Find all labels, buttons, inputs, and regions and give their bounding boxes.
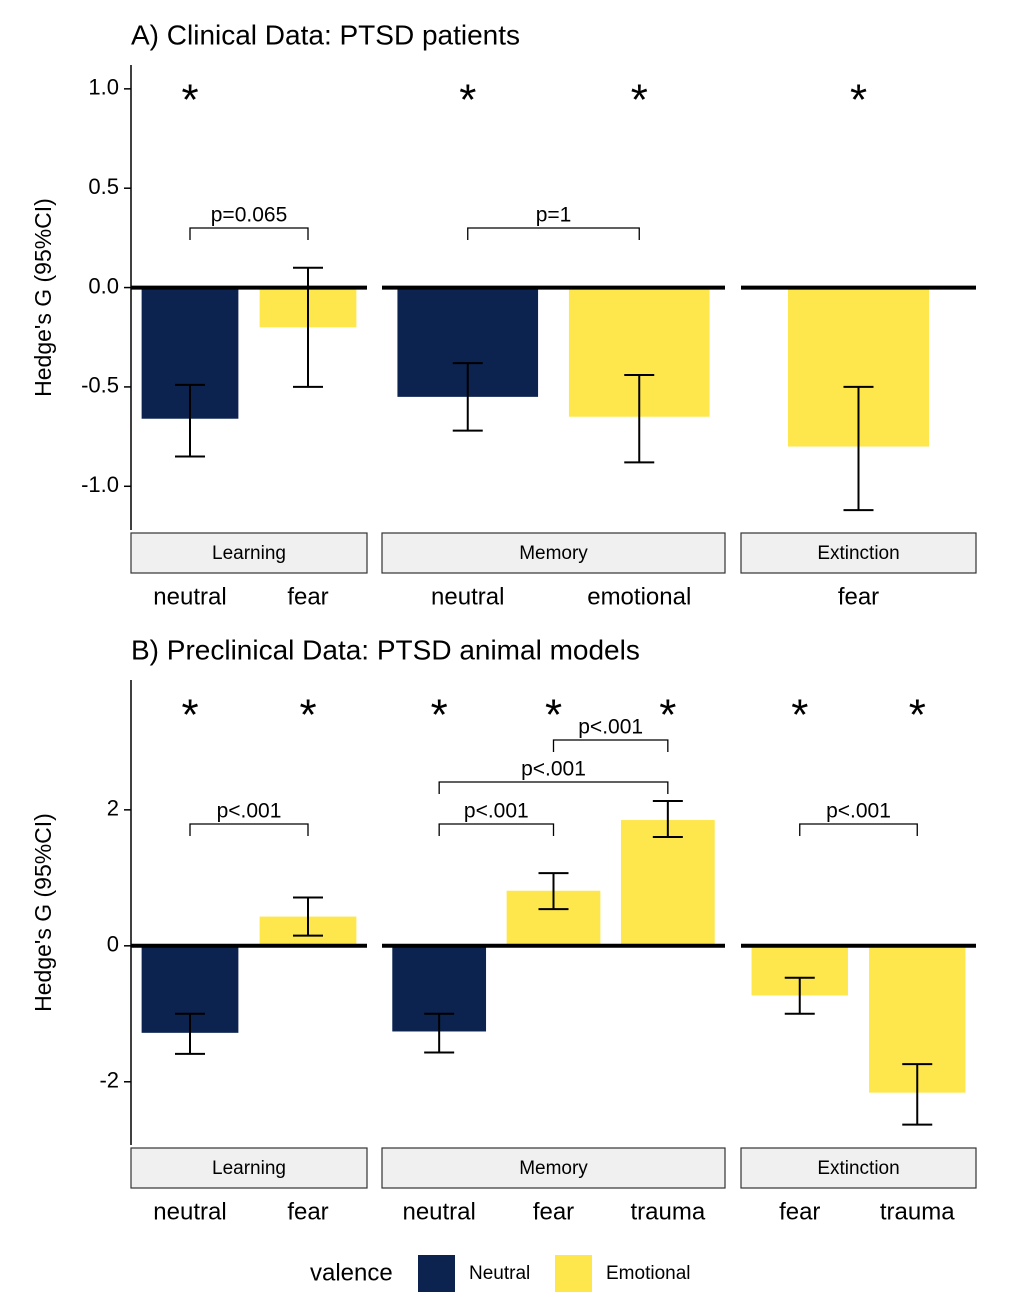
facet-label: Extinction — [817, 543, 899, 564]
legend-label: Neutral — [469, 1263, 530, 1284]
significance-star: * — [631, 76, 648, 125]
error-bar — [902, 1063, 933, 1126]
y-tick-label: 2 — [107, 796, 119, 821]
x-tick-label: fear — [287, 583, 328, 610]
error-bar — [624, 374, 655, 464]
error-bar — [652, 800, 683, 839]
legend-title: valence — [310, 1259, 393, 1286]
facet-strip — [381, 532, 726, 574]
comparison-bracket — [552, 739, 669, 752]
comparison-label: p<.001 — [217, 800, 282, 823]
y-tick-label: -0.5 — [81, 373, 119, 398]
significance-star: * — [299, 691, 316, 740]
x-tick-label: trauma — [630, 1198, 705, 1225]
comparison-bracket — [438, 781, 669, 794]
x-tick-label: neutral — [153, 583, 226, 610]
x-tick-label: fear — [779, 1198, 820, 1225]
significance-star: * — [181, 76, 198, 125]
comparison-bracket — [189, 823, 309, 836]
legend-swatch — [555, 1255, 592, 1292]
significance-star: * — [459, 76, 476, 125]
facet-label: Extinction — [817, 1158, 899, 1179]
comparison-bracket — [467, 227, 640, 240]
comparison-label: p=0.065 — [211, 204, 288, 227]
y-axis-label: Hedge's G (95%CI) — [30, 813, 56, 1012]
comparison-label: p=1 — [536, 204, 572, 227]
facet-strip — [130, 1147, 368, 1189]
facet-strip — [130, 532, 368, 574]
comparison-bracket — [438, 823, 555, 836]
significance-star: * — [850, 76, 867, 125]
comparison-label: p<.001 — [464, 800, 529, 823]
facet-label: Memory — [519, 1158, 588, 1179]
error-bar — [293, 896, 323, 937]
x-tick-label: trauma — [880, 1198, 955, 1225]
panel-title: A) Clinical Data: PTSD patients — [131, 19, 520, 50]
x-tick-label: neutral — [431, 583, 504, 610]
y-tick-label: 1.0 — [88, 75, 119, 100]
x-tick-label: neutral — [402, 1198, 475, 1225]
error-bar — [452, 362, 483, 432]
significance-star: * — [431, 691, 448, 740]
comparison-bracket — [799, 823, 918, 836]
facet-label: Learning — [212, 543, 286, 564]
significance-star: * — [791, 691, 808, 740]
error-bar — [175, 383, 205, 458]
comparison-bracket — [189, 227, 309, 240]
facet-strip — [740, 1147, 977, 1189]
error-bar — [538, 872, 569, 911]
significance-star: * — [659, 691, 676, 740]
x-tick-label: fear — [533, 1198, 574, 1225]
y-tick-label: 0.0 — [88, 273, 119, 298]
facet-strip — [381, 1147, 726, 1189]
facet-strip — [740, 532, 977, 574]
x-tick-label: fear — [838, 583, 879, 610]
y-tick-label: -2 — [99, 1068, 119, 1093]
y-axis-label: Hedge's G (95%CI) — [30, 198, 56, 397]
comparison-label: p<.001 — [521, 758, 586, 781]
x-tick-label: fear — [287, 1198, 328, 1225]
comparison-label: p<.001 — [578, 716, 643, 739]
significance-star: * — [909, 691, 926, 740]
panel-title: B) Preclinical Data: PTSD animal models — [131, 634, 640, 665]
x-tick-label: emotional — [587, 583, 691, 610]
facet-label: Learning — [212, 1158, 286, 1179]
legend-swatch — [418, 1255, 455, 1292]
y-tick-label: -1.0 — [81, 472, 119, 497]
facet-label: Memory — [519, 543, 588, 564]
comparison-label: p<.001 — [826, 800, 891, 823]
error-bar — [424, 1012, 455, 1054]
significance-star: * — [181, 691, 198, 740]
bar — [620, 820, 715, 946]
y-tick-label: 0.5 — [88, 174, 119, 199]
x-tick-label: neutral — [153, 1198, 226, 1225]
error-bar — [843, 385, 874, 512]
error-bar — [175, 1012, 205, 1055]
significance-star: * — [545, 691, 562, 740]
legend-label: Emotional — [606, 1263, 691, 1284]
error-bar — [784, 976, 815, 1015]
y-tick-label: 0 — [107, 932, 119, 957]
